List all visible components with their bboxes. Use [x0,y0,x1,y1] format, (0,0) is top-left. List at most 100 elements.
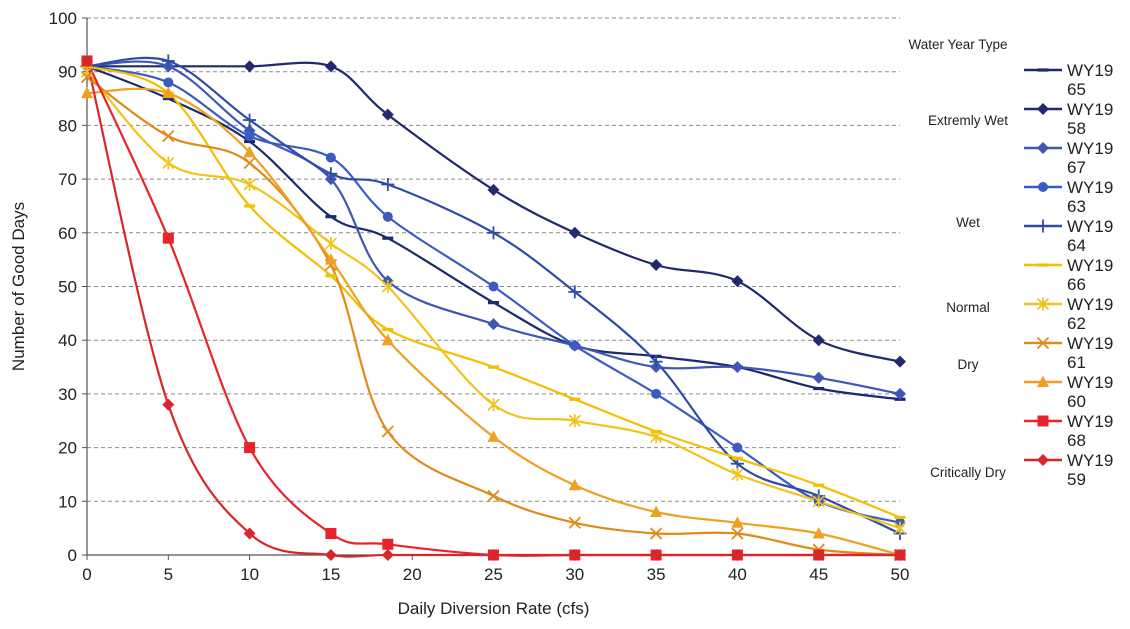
legend-group-label: Extremly Wet [928,113,1008,128]
data-point-wy1961 [162,130,175,143]
data-point-wy1965 [382,236,394,240]
data-point-wy1960 [81,86,93,99]
legend-label: WY19 [1067,217,1113,236]
data-point-wy1962 [381,280,394,293]
data-point-wy1959 [243,527,256,540]
data-point-wy1964 [161,54,175,68]
legend-label-suffix: 65 [1067,80,1086,99]
data-point-wy1964 [568,285,582,299]
data-point-wy1960 [568,478,581,491]
data-point-wy1961 [649,527,663,540]
legend-label-suffix: 64 [1067,236,1086,255]
series-line-wy1967 [85,60,902,395]
data-point-wy1967 [812,371,825,384]
y-tick-label: 40 [58,331,77,350]
data-point-wy1967 [894,387,906,400]
data-point-wy1962 [812,494,825,508]
data-point-wy1965 [325,215,337,219]
x-tick-label: 50 [891,565,910,584]
data-point-wy1968 [325,528,337,540]
data-point-wy1960 [812,527,825,539]
data-point-wy1959 [650,549,663,561]
legend-group-label: Wet [956,215,980,230]
x-tick-label: 20 [403,565,422,584]
series-line-wy1959 [85,59,902,558]
legend-label-suffix: 66 [1067,275,1086,294]
legend-swatch-marker [1037,375,1049,387]
data-point-wy1958 [381,108,394,121]
data-point-wy1959 [381,549,394,561]
series-line-wy1961 [85,76,902,557]
data-point-wy1959 [162,398,175,411]
data-point-wy1964 [649,355,663,369]
data-point-wy1968 [162,232,174,244]
y-tick-label: 60 [58,224,77,243]
data-point-wy1966 [325,274,337,278]
data-point-wy1960 [324,253,337,265]
legend-group-label: Critically Dry [930,465,1006,480]
series-line-wy1962 [85,70,902,530]
series-line-wy1966 [85,65,902,519]
data-point-wy1961 [80,70,94,84]
y-axis-title: Number of Good Days [9,202,28,371]
legend-label: WY19 [1067,373,1113,392]
x-axis-title: Daily Diversion Rate (cfs) [398,599,590,618]
data-point-wy1960 [162,86,175,99]
x-tick-label: 30 [565,565,584,584]
data-point-wy1962 [162,156,175,170]
legend: Water Year TypeWY1965WY1958WY1967WY1963W… [908,37,1113,489]
legend-label: WY19 [1067,256,1113,275]
data-point-wy1961 [381,425,394,438]
legend-swatch-marker [1037,263,1049,267]
y-tick-label: 90 [58,63,77,82]
legend-label-suffix: 67 [1067,158,1086,177]
data-point-wy1959 [81,54,93,67]
legend-label: WY19 [1067,412,1113,431]
data-point-wy1965 [813,386,825,391]
data-point-wy1963 [382,211,393,222]
x-tick-label: 15 [321,565,340,584]
legend-label: WY19 [1067,334,1113,353]
legend-swatch-marker [1036,297,1050,311]
data-point-wy1966 [813,483,825,487]
data-point-wy1965 [488,301,499,305]
data-point-wy1967 [487,318,500,331]
legend-group-label: Normal [946,300,990,315]
legend-label: WY19 [1067,295,1113,314]
legend-swatch-marker [1037,68,1049,72]
data-point-wy1963 [732,442,743,453]
data-point-wy1964 [487,226,500,240]
legend-label-suffix: 58 [1067,119,1086,138]
y-tick-label: 50 [58,278,77,297]
data-point-wy1962 [243,177,256,191]
data-point-wy1958 [243,60,256,73]
grid-lines [87,17,900,502]
legend-label-suffix: 60 [1067,392,1086,411]
legend-swatch-marker [1038,182,1048,192]
data-point-wy1958 [731,275,744,288]
x-tick-label: 5 [164,565,173,584]
data-point-wy1963 [651,388,662,399]
legend-swatch-marker [1037,415,1049,427]
series-line-wy1964 [85,56,902,535]
series-line-wy1968 [85,59,902,557]
data-point-wy1959 [487,549,500,561]
legend-label-suffix: 61 [1067,353,1086,372]
data-point-wy1966 [894,515,906,520]
y-tick-label: 30 [58,385,77,404]
y-tick-label: 80 [58,116,77,135]
x-tick-label: 40 [728,565,747,584]
x-tick-label: 35 [647,565,666,584]
data-point-wy1960 [381,333,394,346]
legend-swatch-marker [1036,336,1050,350]
data-point-wy1963 [163,77,174,88]
legend-label: WY19 [1067,139,1113,158]
